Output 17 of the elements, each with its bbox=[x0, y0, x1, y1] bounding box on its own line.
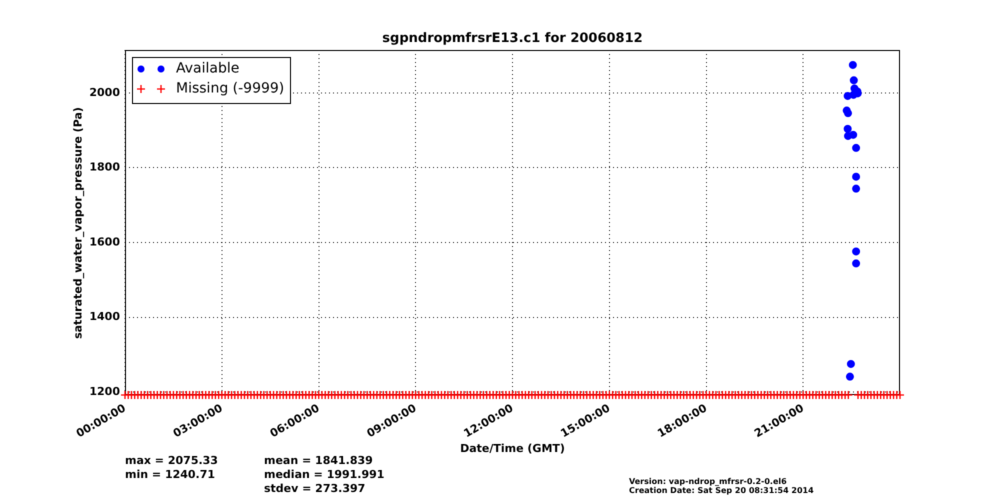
y-tick-label: 2000 bbox=[89, 86, 120, 99]
legend-label: Missing (-9999) bbox=[176, 80, 284, 97]
text: median = 1991.991 bbox=[264, 468, 384, 481]
text: Version: vap-ndrop_mfrsr-0.2-0.el6 bbox=[629, 477, 787, 486]
legend-label: Available bbox=[176, 60, 240, 77]
text: Creation Date: Sat Sep 20 08:31:54 2014 bbox=[629, 486, 814, 495]
text: mean = 1841.839 bbox=[264, 454, 373, 467]
y-tick-label: 1400 bbox=[89, 310, 120, 324]
y-tick-label: 1600 bbox=[89, 235, 120, 248]
text: max = 2075.33 bbox=[125, 454, 218, 467]
y-tick-label: 1800 bbox=[89, 160, 120, 174]
y-axis-title: saturated_water_vapor_pressure (Pa) bbox=[72, 106, 84, 338]
y-tick-label: 1200 bbox=[89, 384, 120, 398]
chart-title: sgpndropmfrsrE13.c1 for 20060812 bbox=[382, 31, 643, 46]
x-axis-title: Date/Time (GMT) bbox=[460, 442, 565, 455]
text: min = 1240.71 bbox=[125, 468, 216, 481]
text: stdev = 273.397 bbox=[264, 482, 366, 495]
